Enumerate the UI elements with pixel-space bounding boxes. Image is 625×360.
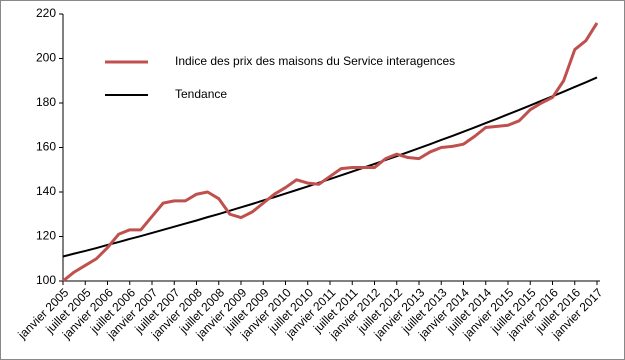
y-tick-label: 100: [36, 273, 56, 287]
y-tick-label: 120: [36, 229, 56, 243]
y-tick-label: 140: [36, 184, 56, 198]
series-line: [62, 22, 599, 283]
series-line: [62, 76, 598, 258]
y-tick-label: 200: [36, 51, 56, 65]
y-tick-label: 220: [36, 6, 56, 20]
y-tick-label: 160: [36, 140, 56, 154]
y-tick-label: 180: [36, 95, 56, 109]
legend-label: Indice des prix des maisons du Service i…: [175, 54, 455, 68]
legend-label: Tendance: [175, 87, 227, 101]
